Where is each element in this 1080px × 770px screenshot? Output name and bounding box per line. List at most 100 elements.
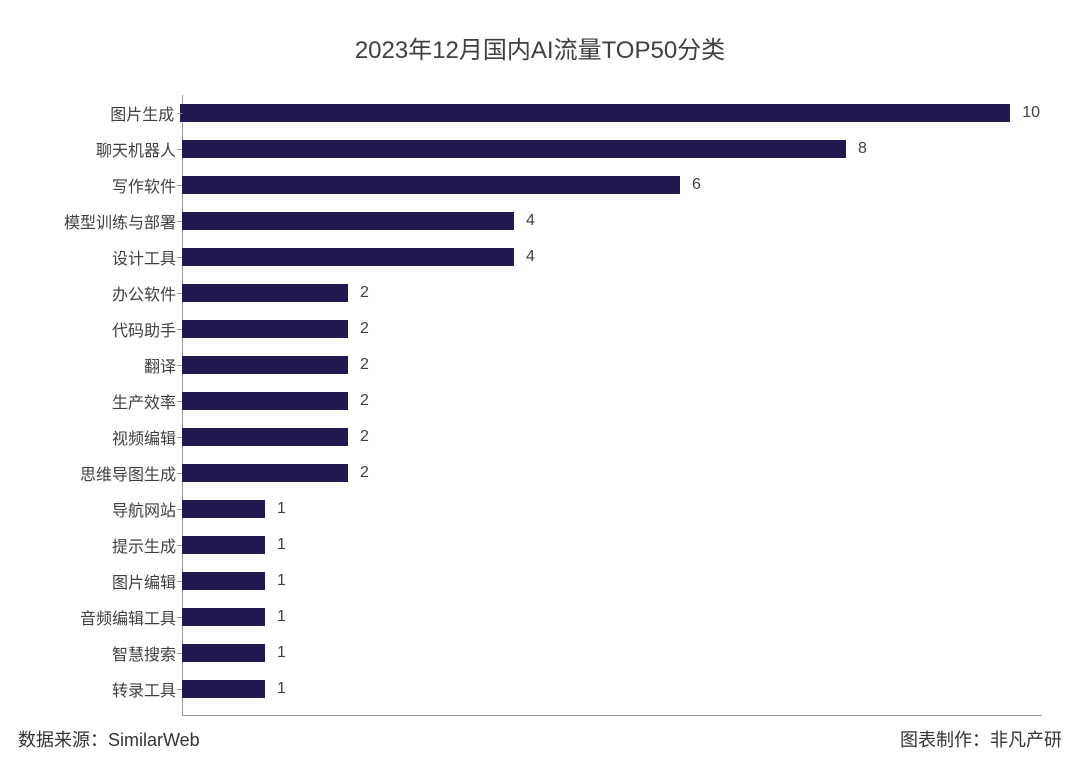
bar-area: 2 xyxy=(182,347,1040,383)
bar-area: 2 xyxy=(182,419,1040,455)
y-axis-tick xyxy=(177,113,182,114)
bar xyxy=(182,320,348,338)
bar-row: 思维导图生成 2 xyxy=(40,455,1040,491)
bar-area: 2 xyxy=(182,275,1040,311)
bar-area: 1 xyxy=(182,635,1040,671)
y-axis-tick xyxy=(177,293,182,294)
bar-area: 1 xyxy=(182,599,1040,635)
bar-row: 图片编辑 1 xyxy=(40,563,1040,599)
y-axis-tick xyxy=(177,617,182,618)
bar-label: 生产效率 xyxy=(40,389,182,413)
bar-value: 2 xyxy=(360,392,369,410)
bar-label: 提示生成 xyxy=(40,533,182,557)
bar-area: 8 xyxy=(182,131,1040,167)
bar-label: 智慧搜索 xyxy=(40,641,182,665)
bar-row: 转录工具 1 xyxy=(40,671,1040,707)
bar-label: 导航网站 xyxy=(40,497,182,521)
bar xyxy=(182,140,846,158)
bar-row: 模型训练与部署 4 xyxy=(40,203,1040,239)
y-axis-tick xyxy=(177,509,182,510)
bar-row: 翻译 2 xyxy=(40,347,1040,383)
bar xyxy=(182,392,348,410)
bar-value: 1 xyxy=(277,644,286,662)
bar-label: 代码助手 xyxy=(40,317,182,341)
x-axis-line xyxy=(182,715,1042,716)
bar-value: 2 xyxy=(360,284,369,302)
y-axis-tick xyxy=(177,545,182,546)
y-axis-tick xyxy=(177,401,182,402)
bar-area: 4 xyxy=(182,203,1040,239)
bar-value: 1 xyxy=(277,500,286,518)
bar xyxy=(182,608,265,626)
bar-value: 4 xyxy=(526,248,535,266)
bar-row: 导航网站 1 xyxy=(40,491,1040,527)
bar-area: 2 xyxy=(182,383,1040,419)
bar xyxy=(182,356,348,374)
bar xyxy=(182,464,348,482)
chart-title: 2023年12月国内AI流量TOP50分类 xyxy=(40,30,1040,65)
y-axis-tick xyxy=(177,689,182,690)
bar-area: 4 xyxy=(182,239,1040,275)
bar-value: 1 xyxy=(277,608,286,626)
bar-row: 提示生成 1 xyxy=(40,527,1040,563)
bar-value: 1 xyxy=(277,572,286,590)
bar-area: 1 xyxy=(182,563,1040,599)
bar-value: 1 xyxy=(277,680,286,698)
bar-area: 10 xyxy=(180,95,1040,131)
chart-container: 2023年12月国内AI流量TOP50分类 图片生成 10 聊天机器人 8 写作软件 6 模… xyxy=(0,0,1080,770)
y-axis-tick xyxy=(177,257,182,258)
footer-source: 数据来源：SimilarWeb xyxy=(18,726,200,752)
bar xyxy=(182,500,265,518)
bar-label: 转录工具 xyxy=(40,677,182,701)
bar-area: 2 xyxy=(182,455,1040,491)
bar-row: 智慧搜索 1 xyxy=(40,635,1040,671)
bar xyxy=(182,680,265,698)
bar-label: 图片编辑 xyxy=(40,569,182,593)
bar-row: 生产效率 2 xyxy=(40,383,1040,419)
bar-label: 音频编辑工具 xyxy=(40,605,182,629)
bar-value: 1 xyxy=(277,536,286,554)
bar-area: 1 xyxy=(182,491,1040,527)
bar-row: 代码助手 2 xyxy=(40,311,1040,347)
bar-area: 6 xyxy=(182,167,1040,203)
bar-label: 思维导图生成 xyxy=(40,461,182,485)
y-axis-tick xyxy=(177,581,182,582)
bar-value: 4 xyxy=(526,212,535,230)
bar xyxy=(180,104,1010,122)
bar-label: 翻译 xyxy=(40,353,182,377)
bar xyxy=(182,284,348,302)
footer-credit: 图表制作：非凡产研 xyxy=(900,726,1062,752)
bar-value: 2 xyxy=(360,356,369,374)
bar-label: 模型训练与部署 xyxy=(40,209,182,233)
y-axis-tick xyxy=(177,149,182,150)
chart-body: 图片生成 10 聊天机器人 8 写作软件 6 模型训练与部署 4 设计工具 4 办公软件 2 代码助手 2… xyxy=(40,95,1040,715)
bar xyxy=(182,248,514,266)
bar-row: 音频编辑工具 1 xyxy=(40,599,1040,635)
bar-value: 2 xyxy=(360,464,369,482)
bar-value: 8 xyxy=(858,140,867,158)
bar xyxy=(182,536,265,554)
bar-label: 聊天机器人 xyxy=(40,137,182,161)
bar-value: 10 xyxy=(1022,104,1040,122)
bar-area: 1 xyxy=(182,671,1040,707)
bar-row: 聊天机器人 8 xyxy=(40,131,1040,167)
bar-row: 图片生成 10 xyxy=(40,95,1040,131)
bar-area: 2 xyxy=(182,311,1040,347)
bar xyxy=(182,428,348,446)
bar-label: 图片生成 xyxy=(40,101,180,125)
y-axis-tick xyxy=(177,185,182,186)
bar-label: 办公软件 xyxy=(40,281,182,305)
bar xyxy=(182,644,265,662)
bar-label: 设计工具 xyxy=(40,245,182,269)
bar-value: 2 xyxy=(360,320,369,338)
y-axis-tick xyxy=(177,365,182,366)
bar-row: 视频编辑2 xyxy=(40,419,1040,455)
bar-value: 6 xyxy=(692,176,701,194)
bar-label: 视频编辑 xyxy=(40,425,182,449)
y-axis-tick xyxy=(177,653,182,654)
y-axis-tick xyxy=(177,473,182,474)
bar-row: 办公软件 2 xyxy=(40,275,1040,311)
chart-footer: 数据来源：SimilarWeb 图表制作：非凡产研 xyxy=(18,726,1062,752)
bar xyxy=(182,176,680,194)
bar-label: 写作软件 xyxy=(40,173,182,197)
